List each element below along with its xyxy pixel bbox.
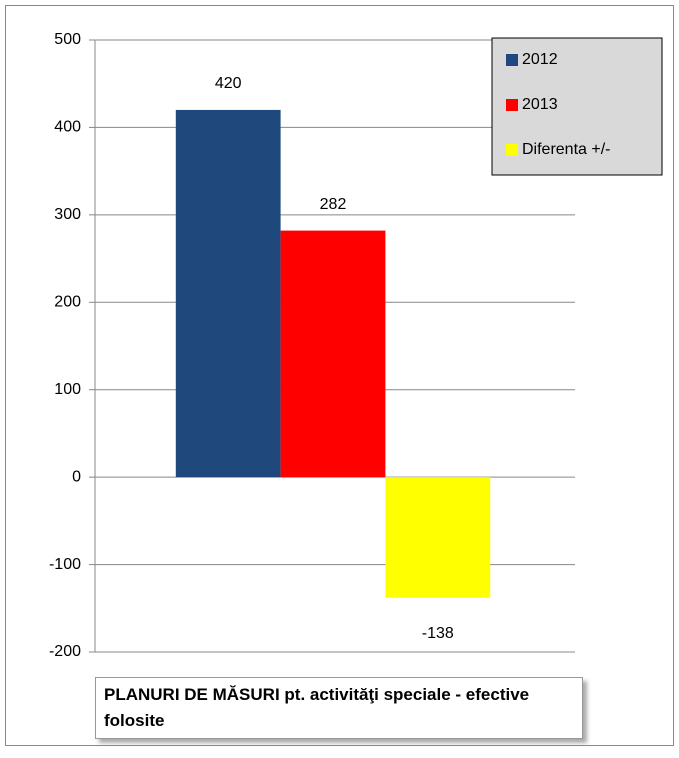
legend-box [491, 37, 663, 176]
legend-label: Diferenta +/- [522, 141, 610, 158]
legend-swatch [506, 144, 518, 156]
y-tick-label: 300 [54, 206, 81, 223]
bar [280, 230, 386, 478]
bar [385, 477, 491, 598]
y-tick-label: -200 [49, 643, 81, 660]
legend-swatch [506, 54, 518, 66]
data-label: 420 [215, 75, 242, 92]
legend-label: 2013 [522, 96, 558, 113]
chart-title: PLANURI DE MĂSURI pt. activităţi special… [95, 677, 583, 739]
y-tick-label: 100 [54, 381, 81, 398]
data-label: -138 [422, 625, 454, 642]
legend-swatch [506, 99, 518, 111]
legend-label: 2012 [522, 51, 558, 68]
data-label: 282 [320, 196, 347, 213]
y-tick-label: 500 [54, 31, 81, 48]
y-tick-label: 200 [54, 294, 81, 311]
y-tick-label: 0 [72, 468, 81, 485]
y-tick-label: 400 [54, 119, 81, 136]
bar [175, 109, 281, 478]
y-tick-label: -100 [49, 556, 81, 573]
